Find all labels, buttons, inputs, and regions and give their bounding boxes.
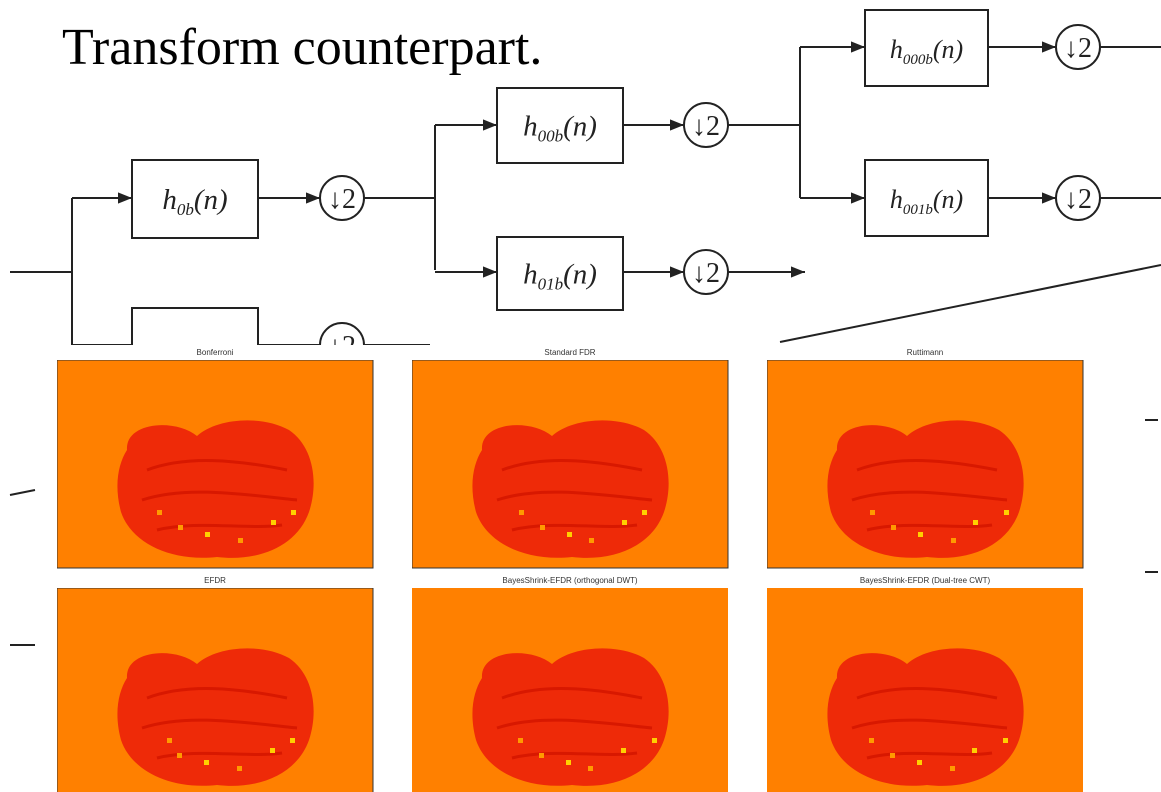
slide-text: Transform counterpart. bbox=[62, 19, 542, 76]
filter-argument: (n) bbox=[933, 185, 963, 214]
image-clip bbox=[57, 588, 373, 792]
downsampler: ↓2 bbox=[684, 250, 728, 294]
filter-name: h bbox=[523, 111, 538, 143]
panel-image bbox=[57, 360, 373, 568]
hotspot bbox=[917, 760, 922, 765]
filter-subscript: 001b bbox=[903, 202, 934, 218]
hotspot bbox=[204, 760, 209, 765]
hotspot bbox=[519, 510, 524, 515]
filter-name: h bbox=[890, 185, 903, 214]
hotspot bbox=[205, 532, 210, 537]
hotspot bbox=[271, 520, 276, 525]
panel-image bbox=[767, 360, 1083, 568]
panel-title: Standard FDR bbox=[544, 348, 595, 357]
brain-map bbox=[472, 648, 668, 786]
image-clip bbox=[767, 360, 1083, 568]
image-clip bbox=[57, 360, 373, 568]
filter-block: h01b(n) bbox=[497, 237, 623, 310]
hotspot bbox=[539, 753, 544, 758]
filter-block: h0b(n) bbox=[132, 160, 258, 238]
hotspot bbox=[291, 510, 296, 515]
brain-map bbox=[827, 648, 1023, 786]
filter-subscript: 000b bbox=[903, 52, 934, 68]
hotspot bbox=[1003, 738, 1008, 743]
image-clip bbox=[767, 588, 1083, 792]
filter-name: h bbox=[162, 184, 177, 216]
filter-box bbox=[865, 160, 988, 236]
hotspot bbox=[973, 520, 978, 525]
downsampler-label: ↓2 bbox=[1064, 33, 1092, 64]
hotspot bbox=[177, 753, 182, 758]
filter-argument: (n) bbox=[933, 35, 963, 64]
filter-name: h bbox=[523, 259, 538, 291]
filter-argument: (n) bbox=[563, 259, 597, 291]
hotspot bbox=[951, 538, 956, 543]
slide: Transform counterpart. h0b(n)h00b(n)h01b… bbox=[0, 0, 1161, 792]
hotspot bbox=[589, 538, 594, 543]
downsampler-label: ↓2 bbox=[1064, 184, 1092, 215]
hotspot bbox=[869, 738, 874, 743]
brain-map bbox=[472, 420, 668, 558]
filter-box bbox=[497, 88, 623, 163]
brain-map bbox=[117, 648, 313, 786]
hotspot bbox=[167, 738, 172, 743]
hotspot bbox=[891, 525, 896, 530]
filter-box bbox=[497, 237, 623, 310]
hotspot bbox=[540, 525, 545, 530]
filter-subscript: 01b bbox=[538, 275, 564, 294]
panel-image bbox=[412, 360, 728, 568]
downsampler: ↓2 bbox=[684, 103, 728, 147]
downsampler: ↓2 bbox=[1056, 176, 1100, 220]
hotspot bbox=[270, 748, 275, 753]
panel-title: Bonferroni bbox=[197, 348, 234, 357]
downsampler-label: ↓2 bbox=[692, 111, 720, 142]
panel-image bbox=[412, 588, 728, 792]
hotspot bbox=[950, 766, 955, 771]
downsampler: ↓2 bbox=[1056, 25, 1100, 69]
panel-title: Ruttimann bbox=[907, 348, 943, 357]
hotspot bbox=[870, 510, 875, 515]
hotspot bbox=[237, 766, 242, 771]
downsampler-label: ↓2 bbox=[328, 184, 356, 215]
hotspot bbox=[157, 510, 162, 515]
hotspot bbox=[238, 538, 243, 543]
filter-block: h00b(n) bbox=[497, 88, 623, 163]
filter-box bbox=[865, 10, 988, 86]
filter-subscript: 0b bbox=[177, 200, 194, 219]
filter-name: h bbox=[890, 35, 903, 64]
filter-block: h000b(n) bbox=[865, 10, 988, 86]
panel-title: BayesShrink-EFDR (Dual-tree CWT) bbox=[860, 576, 991, 585]
filter-argument: (n) bbox=[563, 111, 597, 143]
brain-map bbox=[827, 420, 1023, 558]
panel-image bbox=[57, 588, 373, 792]
brain-map bbox=[117, 420, 313, 558]
hotspot bbox=[290, 738, 295, 743]
filter-subscript: 00b bbox=[538, 127, 564, 146]
downsampler: ↓2 bbox=[320, 176, 364, 220]
downsampler-label: ↓2 bbox=[692, 258, 720, 289]
hotspot bbox=[622, 520, 627, 525]
panel-image bbox=[767, 588, 1083, 792]
hotspot bbox=[972, 748, 977, 753]
panel-title: EFDR bbox=[204, 576, 226, 585]
panel-title: BayesShrink-EFDR (orthogonal DWT) bbox=[502, 576, 637, 585]
filter-block: h001b(n) bbox=[865, 160, 988, 236]
filter-argument: (n) bbox=[194, 184, 228, 216]
hotspot bbox=[567, 532, 572, 537]
hotspot bbox=[1004, 510, 1009, 515]
hotspot bbox=[918, 532, 923, 537]
hotspot bbox=[178, 525, 183, 530]
hotspot bbox=[566, 760, 571, 765]
hotspot bbox=[518, 738, 523, 743]
hotspot bbox=[652, 738, 657, 743]
hotspot bbox=[890, 753, 895, 758]
hotspot bbox=[588, 766, 593, 771]
image-clip bbox=[412, 360, 728, 568]
hotspot bbox=[621, 748, 626, 753]
image-clip bbox=[412, 588, 728, 792]
filter-label: h0b(n) bbox=[162, 184, 227, 219]
hotspot bbox=[642, 510, 647, 515]
